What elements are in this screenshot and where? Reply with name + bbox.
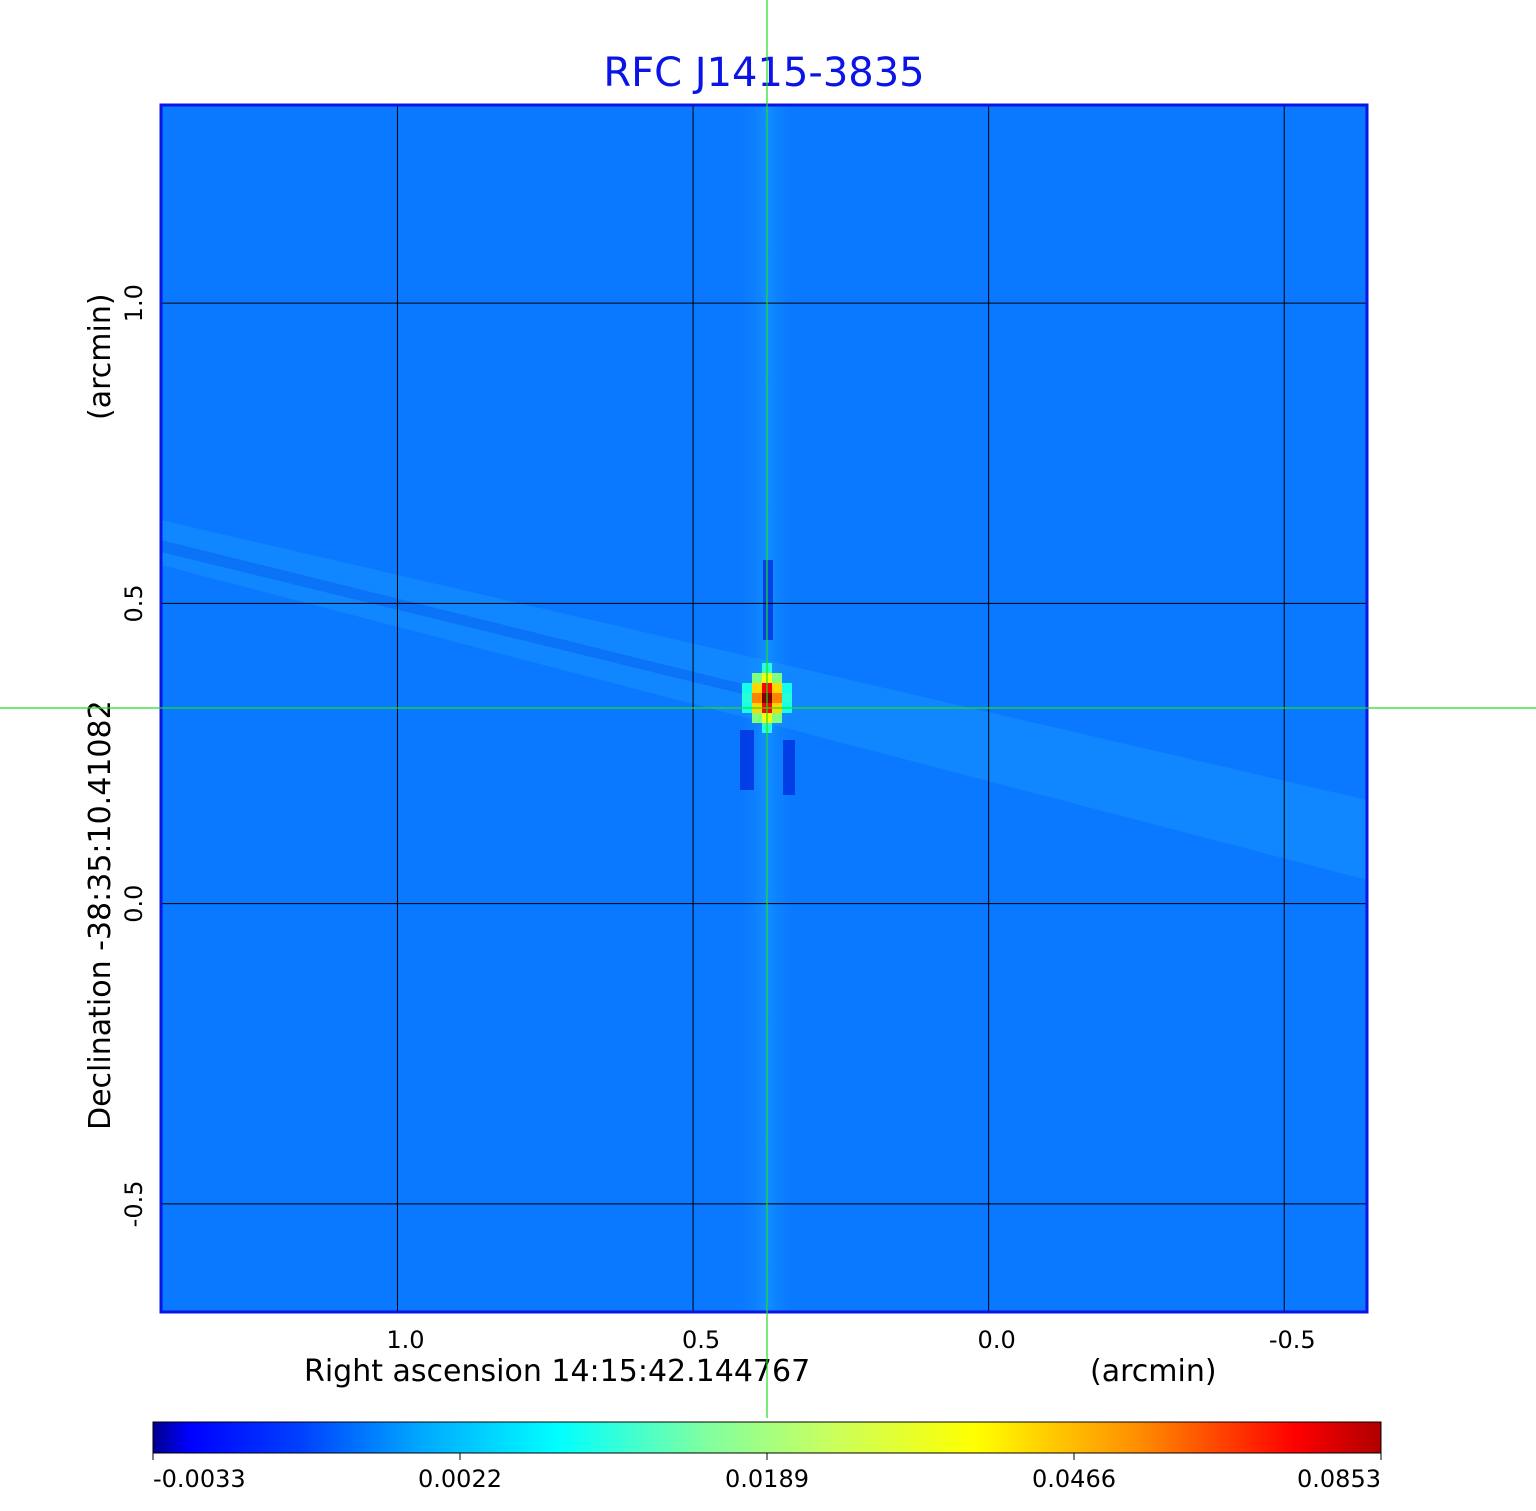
- y-axis-unit: (arcmin): [83, 293, 118, 420]
- x-axis-unit: (arcmin): [1090, 1354, 1217, 1389]
- source-pixel: [752, 693, 762, 703]
- x-tick-label: 0.5: [682, 1326, 720, 1354]
- chart-title: RFC J1415-3835: [603, 50, 924, 96]
- source-pixel: [752, 683, 762, 693]
- negative-lobe: [783, 740, 795, 795]
- y-tick-label: -0.5: [120, 1180, 148, 1227]
- colorbar: -0.0033 0.0022 0.0189 0.0466 0.0853: [152, 1421, 1382, 1493]
- colorbar-gradient: [152, 1421, 1382, 1454]
- crosshair: [0, 0, 1536, 1418]
- colorbar-tick-label: 0.0189: [725, 1465, 809, 1493]
- x-axis-label: Right ascension 14:15:42.144767: [304, 1354, 810, 1389]
- source-pixel: [772, 693, 782, 703]
- source-pixel: [782, 683, 792, 693]
- sidelobe-dark-streak: [161, 540, 767, 700]
- y-axis-label: Declination -38:35:10.41082: [83, 700, 118, 1130]
- source-pixel: [772, 713, 782, 723]
- colorbar-tick-label: 0.0022: [418, 1465, 502, 1493]
- colorbar-tick-label: 0.0466: [1032, 1465, 1116, 1493]
- y-tick-label: 0.5: [120, 584, 148, 622]
- source-pixel: [752, 713, 762, 723]
- source-pixel: [782, 693, 792, 703]
- negative-lobe: [763, 560, 773, 640]
- source-pixel: [742, 683, 752, 693]
- y-tick-label: 1.0: [120, 284, 148, 322]
- colorbar-tick-label: -0.0033: [153, 1465, 246, 1493]
- colorbar-tick-label: 0.0853: [1297, 1465, 1381, 1493]
- x-tick-label: 1.0: [386, 1326, 424, 1354]
- source-pixel: [752, 673, 762, 683]
- source-pixel: [772, 673, 782, 683]
- y-tick-label: 0.0: [120, 885, 148, 923]
- source-pixel: [742, 693, 752, 703]
- x-tick-label: -0.5: [1269, 1326, 1316, 1354]
- negative-lobe: [740, 730, 754, 790]
- source-pixel: [772, 683, 782, 693]
- x-tick-label: 0.0: [978, 1326, 1016, 1354]
